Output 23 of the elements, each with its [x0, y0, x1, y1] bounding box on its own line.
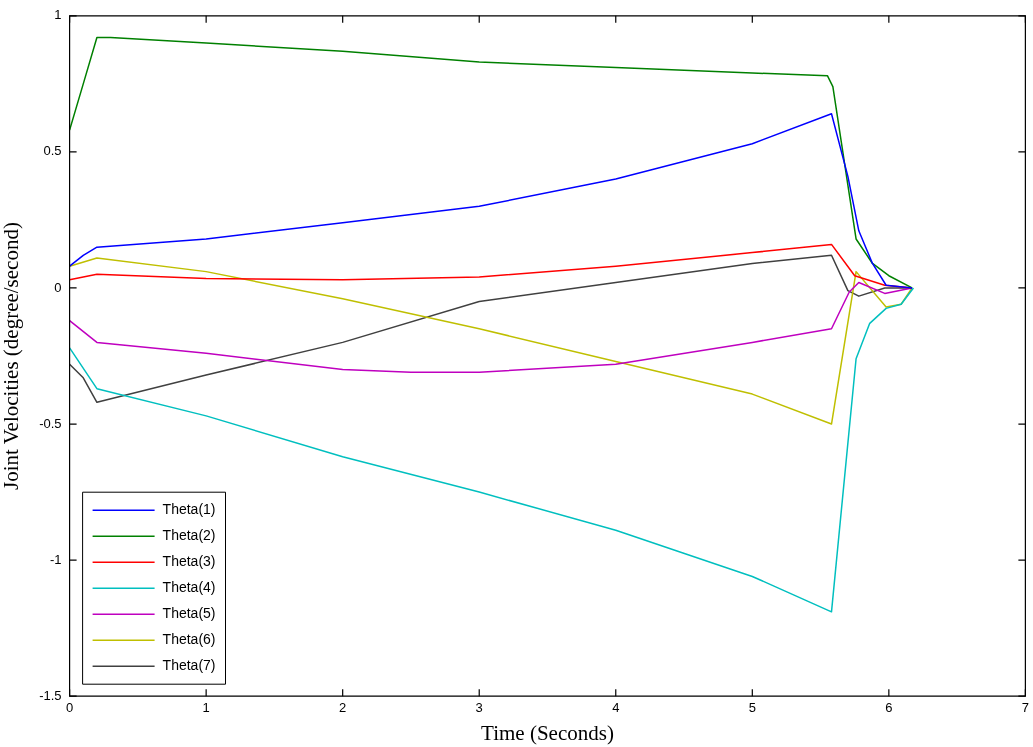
- x-tick-label: 1: [202, 699, 210, 715]
- x-tick-label: 6: [885, 699, 893, 715]
- y-tick-label: -1.5: [39, 687, 62, 703]
- y-tick-label: 0.5: [43, 143, 62, 159]
- x-tick-label: 5: [748, 699, 756, 715]
- x-tick-label: 2: [339, 699, 347, 715]
- y-tick-label: 1: [54, 7, 62, 23]
- legend-label: Theta(4): [162, 579, 216, 596]
- x-tick-label: 4: [612, 699, 620, 715]
- x-tick-label: 0: [65, 699, 74, 715]
- legend-label: Theta(2): [162, 527, 216, 544]
- y-tick-label: -0.5: [39, 415, 62, 431]
- x-axis-title: Time (Seconds): [481, 720, 614, 745]
- legend-label: Theta(5): [162, 605, 216, 622]
- legend-label: Theta(7): [162, 657, 216, 674]
- legend-label: Theta(1): [162, 501, 216, 518]
- y-tick-label: 0: [54, 279, 62, 295]
- legend-label: Theta(6): [162, 631, 216, 648]
- y-tick-label: -1: [50, 551, 62, 567]
- x-tick-label: 3: [475, 699, 483, 715]
- y-axis-title: Joint Velocities (degree/second): [0, 222, 24, 490]
- legend-label: Theta(3): [162, 553, 216, 570]
- x-tick-label: 7: [1021, 699, 1029, 715]
